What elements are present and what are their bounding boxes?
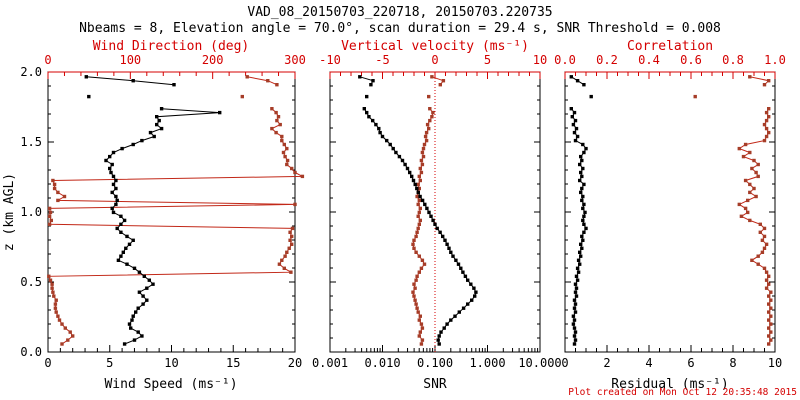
snr-top-tick-label: 10 — [533, 53, 547, 67]
residual-series — [569, 75, 593, 346]
residual-bottom-tick-label: 4 — [645, 356, 652, 370]
wind-bottom-tick-label: 0 — [44, 356, 51, 370]
wind-top-tick-label: 100 — [119, 53, 141, 67]
z-axis-label: z (km AGL) — [2, 173, 17, 251]
residual-bottom-tick-label: 10 — [768, 356, 782, 370]
snr-top-tick-label: -5 — [375, 53, 389, 67]
residual-bottom-tick-label: 0 — [561, 356, 568, 370]
panel-snr: 0.001 0.010 0.100 1.000 10.000 -10 -5 0 5 10 — [312, 53, 562, 370]
snr-bottom-tick-label: 0.100 — [417, 356, 453, 370]
wind_speed-series — [84, 75, 222, 346]
residual-top-tick-label: 0.6 — [680, 53, 702, 67]
snr-bottom-tick-label: 10.000 — [518, 356, 561, 370]
z-tick-label: 0.5 — [20, 275, 42, 289]
z-tick-label: 1.0 — [20, 205, 42, 219]
correlation-series — [693, 75, 773, 346]
snr-bottom-tick-label: 1.000 — [469, 356, 505, 370]
snr-top-tick-label: -10 — [319, 53, 341, 67]
wind-speed-axis-label: Wind Speed (ms⁻¹) — [104, 377, 237, 392]
snr-axis-label: SNR — [423, 377, 447, 392]
snr-top-tick-label: 0 — [431, 53, 438, 67]
residual-bottom-tick-label: 6 — [687, 356, 694, 370]
snr-series — [358, 75, 478, 346]
wind-top-tick-label: 200 — [202, 53, 224, 67]
residual-bottom-tick-label: 8 — [729, 356, 736, 370]
z-tick-label: 0.0 — [20, 345, 42, 359]
plot-credit-timestamp: Plot created on Mon Oct 12 20:35:48 2015 — [568, 387, 797, 398]
residual-axis-label: Residual (ms⁻¹) — [611, 377, 728, 392]
correlation-axis-label: Correlation — [627, 39, 713, 54]
residual-top-tick-label: 0.0 — [554, 53, 576, 67]
wind-direction-axis-label: Wind Direction (deg) — [93, 39, 250, 54]
wind-bottom-tick-label: 10 — [164, 356, 178, 370]
panel-residual: 0 2 4 6 8 10 0.0 0.2 0.4 0.6 0.8 1.0 — [554, 53, 786, 370]
plot-subtitle: Nbeams = 8, Elevation angle = 70.0°, sca… — [79, 21, 721, 36]
vertical-velocity-axis-label: Vertical velocity (ms⁻¹) — [341, 39, 529, 54]
z-tick-label: 1.5 — [20, 135, 42, 149]
residual-top-tick-label: 0.8 — [722, 53, 744, 67]
residual-top-tick-label: 0.4 — [638, 53, 660, 67]
panel-wind: 0.00.51.01.52.00 5 10 15 200 100 200 300 — [20, 53, 306, 370]
snr-bottom-tick-label: 0.010 — [364, 356, 400, 370]
residual-bottom-tick-label: 2 — [603, 356, 610, 370]
plot-title: VAD_08_20150703_220718, 20150703.220735 — [247, 5, 552, 20]
wind-bottom-tick-label: 20 — [288, 356, 302, 370]
wind-bottom-tick-label: 5 — [106, 356, 113, 370]
wind-top-tick-label: 0 — [44, 53, 51, 67]
vertical_velocity-series — [411, 75, 446, 346]
residual-top-tick-label: 0.2 — [596, 53, 618, 67]
snr-top-tick-label: 5 — [484, 53, 491, 67]
residual-top-tick-label: 1.0 — [764, 53, 786, 67]
z-tick-label: 2.0 — [20, 65, 42, 79]
wind_direction-series — [47, 75, 305, 346]
wind-bottom-tick-label: 15 — [226, 356, 240, 370]
snr-bottom-tick-label: 0.001 — [312, 356, 348, 370]
wind-top-tick-label: 300 — [284, 53, 306, 67]
